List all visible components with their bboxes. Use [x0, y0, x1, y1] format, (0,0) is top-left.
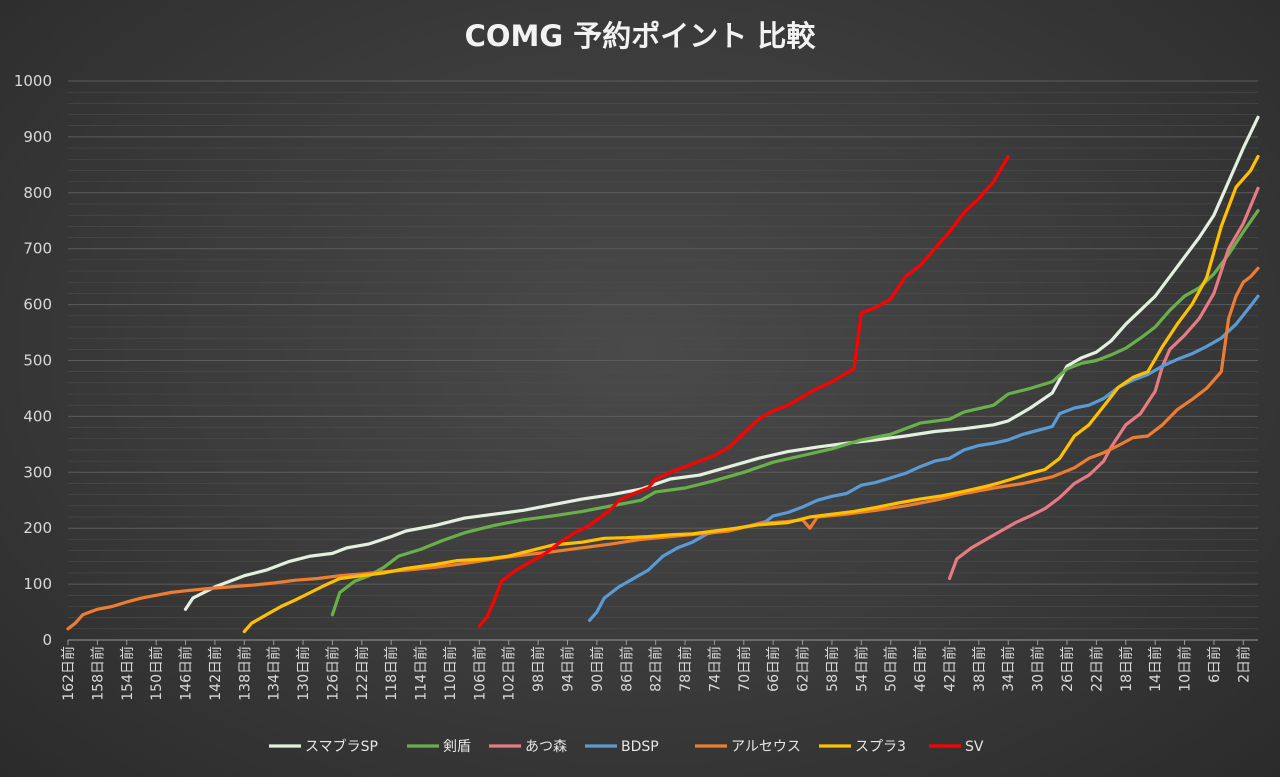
- series-line: [242, 154, 1260, 634]
- x-tick-label: 162日前: [60, 646, 77, 701]
- x-axis: 162日前 158日前 154日前 150日前 146日前 142日前 138日前 134日前…: [60, 640, 1252, 701]
- x-tick-label: 154日前: [119, 646, 136, 701]
- x-tick-label: 2日前: [1235, 646, 1252, 683]
- x-tick-label: 26日前: [1059, 646, 1076, 692]
- y-tick-label: 0: [42, 631, 52, 649]
- x-tick-label: 74日前: [706, 646, 723, 692]
- legend: スマブラSP 剣盾 あつ森 BDSP アルセウス スプラ3 SV: [269, 738, 984, 755]
- series-line: [330, 209, 1260, 617]
- x-tick-label: 22日前: [1088, 646, 1105, 692]
- x-tick-label: 42日前: [941, 646, 958, 692]
- legend-label: あつ森: [525, 739, 567, 755]
- x-tick-label: 46日前: [912, 646, 929, 692]
- x-tick-label: 94日前: [560, 646, 577, 692]
- x-tick-label: 18日前: [1118, 646, 1135, 692]
- y-tick-label: 200: [23, 519, 52, 537]
- x-tick-label: 150日前: [148, 646, 165, 701]
- x-tick-label: 14日前: [1147, 646, 1164, 692]
- x-tick-label: 70日前: [736, 646, 753, 692]
- x-tick-label: 110日前: [442, 646, 459, 701]
- y-tick-label: 700: [23, 240, 52, 258]
- x-tick-label: 114日前: [413, 646, 430, 701]
- y-tick-label: 1000: [14, 72, 52, 90]
- y-tick-label: 800: [23, 184, 52, 202]
- x-tick-label: 90日前: [589, 646, 606, 692]
- x-tick-label: 134日前: [266, 646, 283, 701]
- y-tick-label: 100: [23, 575, 52, 593]
- x-tick-label: 86日前: [618, 646, 635, 692]
- x-tick-label: 138日前: [236, 646, 253, 701]
- legend-label: スプラ3: [855, 739, 906, 755]
- legend-label: SV: [965, 739, 984, 755]
- y-tick-label: 300: [23, 463, 52, 481]
- series-line: [183, 115, 1260, 611]
- x-tick-label: 78日前: [677, 646, 694, 692]
- series-line: [587, 294, 1260, 623]
- y-tick-label: 600: [23, 296, 52, 314]
- y-tick-label: 900: [23, 128, 52, 146]
- series-group: [66, 115, 1260, 634]
- x-tick-label: 158日前: [89, 646, 106, 701]
- x-tick-label: 122日前: [354, 646, 371, 701]
- x-tick-label: 142日前: [207, 646, 224, 701]
- x-tick-label: 30日前: [1030, 646, 1047, 692]
- x-tick-label: 54日前: [853, 646, 870, 692]
- y-axis: 0 100 200 300 400 500 600 700 800 900 1000: [14, 72, 52, 649]
- x-tick-label: 50日前: [883, 646, 900, 692]
- legend-label: スマブラSP: [305, 738, 378, 755]
- x-tick-label: 58日前: [824, 646, 841, 692]
- x-tick-label: 82日前: [648, 646, 665, 692]
- x-tick-label: 98日前: [530, 646, 547, 692]
- x-tick-label: 130日前: [295, 646, 312, 701]
- y-tick-label: 400: [23, 407, 52, 425]
- chart-title: COMG 予約ポイント 比較: [465, 19, 817, 53]
- x-tick-label: 66日前: [765, 646, 782, 692]
- x-tick-label: 34日前: [1000, 646, 1017, 692]
- x-tick-label: 10日前: [1177, 646, 1194, 692]
- x-tick-label: 38日前: [971, 646, 988, 692]
- series-line: [947, 186, 1260, 581]
- x-tick-label: 6日前: [1206, 646, 1223, 683]
- x-tick-label: 126日前: [324, 646, 341, 701]
- x-tick-label: 106日前: [471, 646, 488, 701]
- legend-label: 剣盾: [443, 739, 471, 755]
- y-tick-label: 500: [23, 352, 52, 370]
- legend-label: BDSP: [621, 739, 659, 755]
- x-tick-label: 118日前: [383, 646, 400, 701]
- x-tick-label: 62日前: [795, 646, 812, 692]
- x-tick-label: 102日前: [501, 646, 518, 701]
- series-line: [477, 154, 1010, 628]
- legend-label: アルセウス: [731, 739, 801, 755]
- x-tick-label: 146日前: [178, 646, 195, 701]
